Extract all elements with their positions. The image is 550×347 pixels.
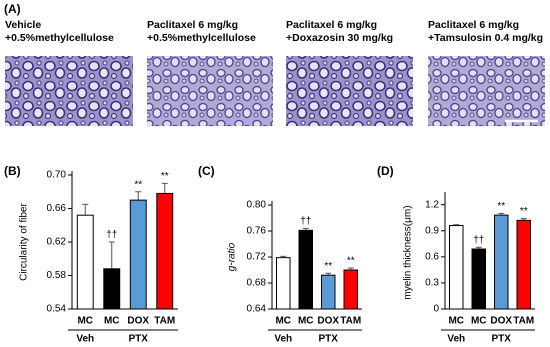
micrograph: [286, 56, 413, 126]
bar: [494, 214, 509, 310]
y-tick-label: 0.6: [425, 251, 439, 262]
group-label: PTX: [492, 334, 512, 345]
significance-mark: **: [134, 179, 142, 190]
y-tick-label: 0.54: [47, 304, 67, 315]
panel-label: (B): [4, 164, 21, 178]
x-tick-label: TAM: [513, 316, 534, 327]
y-tick-label: 0.72: [247, 252, 267, 263]
x-tick-label: DOX: [317, 316, 339, 327]
significance-mark: ††: [106, 230, 117, 241]
y-tick-label: 0.58: [47, 270, 67, 281]
panel-label: (A): [4, 2, 21, 16]
bar: [276, 257, 291, 310]
bar: [129, 199, 147, 310]
significance-mark: **: [497, 201, 505, 212]
group-label: PTX: [129, 334, 149, 345]
micrograph: [5, 56, 133, 126]
group-label: Veh: [447, 334, 465, 345]
x-tick-label: MC: [298, 316, 314, 327]
x-tick-label: DOX: [490, 316, 512, 327]
x-tick-label: MC: [471, 316, 487, 327]
group-label: Veh: [76, 334, 94, 345]
y-tick-label: 0.70: [47, 170, 67, 181]
image-caption: +Doxazosin 30 mg/kg: [286, 32, 393, 44]
y-tick-label: 0.62: [47, 237, 67, 248]
bar: [103, 268, 121, 310]
y-tick-label: 0.80: [247, 200, 267, 211]
group-label: Veh: [274, 334, 292, 345]
image-caption: +0.5%methylcellulose: [5, 32, 114, 44]
micrograph: [147, 56, 273, 126]
y-tick-label: 1.2: [425, 199, 439, 210]
bar: [298, 229, 313, 310]
image-caption: Paclitaxel 6 mg/kg: [428, 19, 519, 31]
bar: [516, 219, 531, 310]
image-caption: +Tamsulosin 0.4 mg/kg: [428, 32, 543, 44]
y-tick-label: 0.76: [247, 226, 267, 237]
significance-mark: **: [520, 206, 528, 217]
y-axis-label: myelin thickness(μm): [403, 205, 414, 299]
bar: [449, 225, 464, 310]
x-tick-label: MC: [448, 316, 464, 327]
x-tick-label: MC: [275, 316, 291, 327]
y-tick-label: 0.64: [247, 304, 267, 315]
image-caption: +0.5%methylcellulose: [147, 32, 256, 44]
significance-mark: **: [161, 171, 169, 182]
significance-mark: **: [347, 256, 355, 267]
y-axis-label: Circularity of fiber: [19, 202, 30, 280]
image-caption: Paclitaxel 6 mg/kg: [286, 19, 377, 31]
y-axis-label: g-ratio: [227, 242, 238, 271]
x-tick-label: TAM: [154, 316, 175, 327]
micrograph: [428, 56, 545, 126]
x-tick-label: MC: [104, 316, 120, 327]
x-tick-label: DOX: [127, 316, 149, 327]
bar: [471, 248, 486, 310]
panel-label: (D): [377, 164, 394, 178]
x-tick-label: MC: [77, 316, 93, 327]
image-caption: Paclitaxel 6 mg/kg: [147, 19, 238, 31]
y-tick-label: 0.3: [425, 278, 439, 289]
micrographs: [5, 56, 545, 126]
y-tick-label: 0.68: [247, 278, 267, 289]
y-tick-label: 0.9: [425, 225, 439, 236]
image-caption: Vehicle: [5, 19, 41, 31]
significance-mark: ††: [473, 235, 484, 246]
y-tick-label: 0: [433, 304, 439, 315]
significance-mark: ††: [300, 216, 311, 227]
bar: [76, 214, 94, 310]
group-label: PTX: [319, 334, 339, 345]
bar: [156, 192, 174, 310]
panel-label: (C): [198, 164, 215, 178]
significance-mark: **: [324, 261, 332, 272]
x-tick-label: TAM: [340, 316, 361, 327]
bar: [343, 269, 358, 310]
bar: [321, 274, 336, 310]
y-tick-label: 0.66: [47, 203, 67, 214]
